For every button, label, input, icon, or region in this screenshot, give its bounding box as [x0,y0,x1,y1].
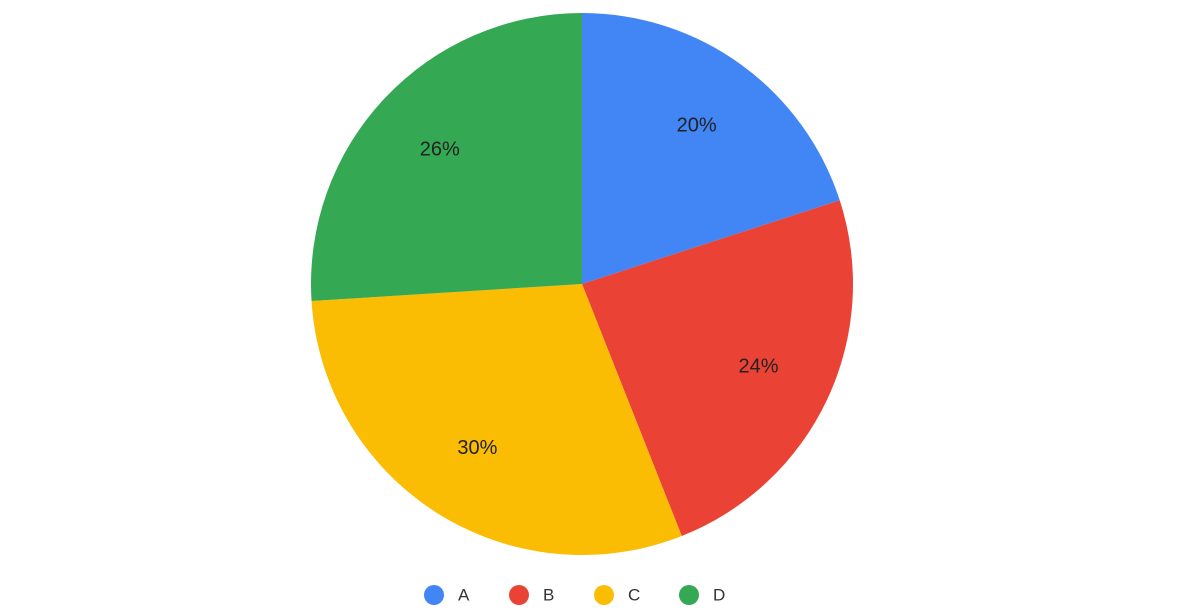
legend-label: D [713,585,725,604]
legend-swatch [424,585,444,605]
legend-label: C [628,585,640,604]
legend-label: A [458,585,470,604]
data-label: 24% [739,355,779,377]
pie-slice [311,284,682,555]
data-label: 30% [457,437,497,459]
legend-label: B [543,585,554,604]
pie-slice [311,13,582,302]
pie-slice [582,200,853,536]
data-label: 26% [420,139,460,161]
data-label: 20% [677,114,717,136]
legend-swatch [509,585,529,605]
legend-swatch [679,585,699,605]
pie-slice [582,13,840,284]
legend-swatch [594,585,614,605]
